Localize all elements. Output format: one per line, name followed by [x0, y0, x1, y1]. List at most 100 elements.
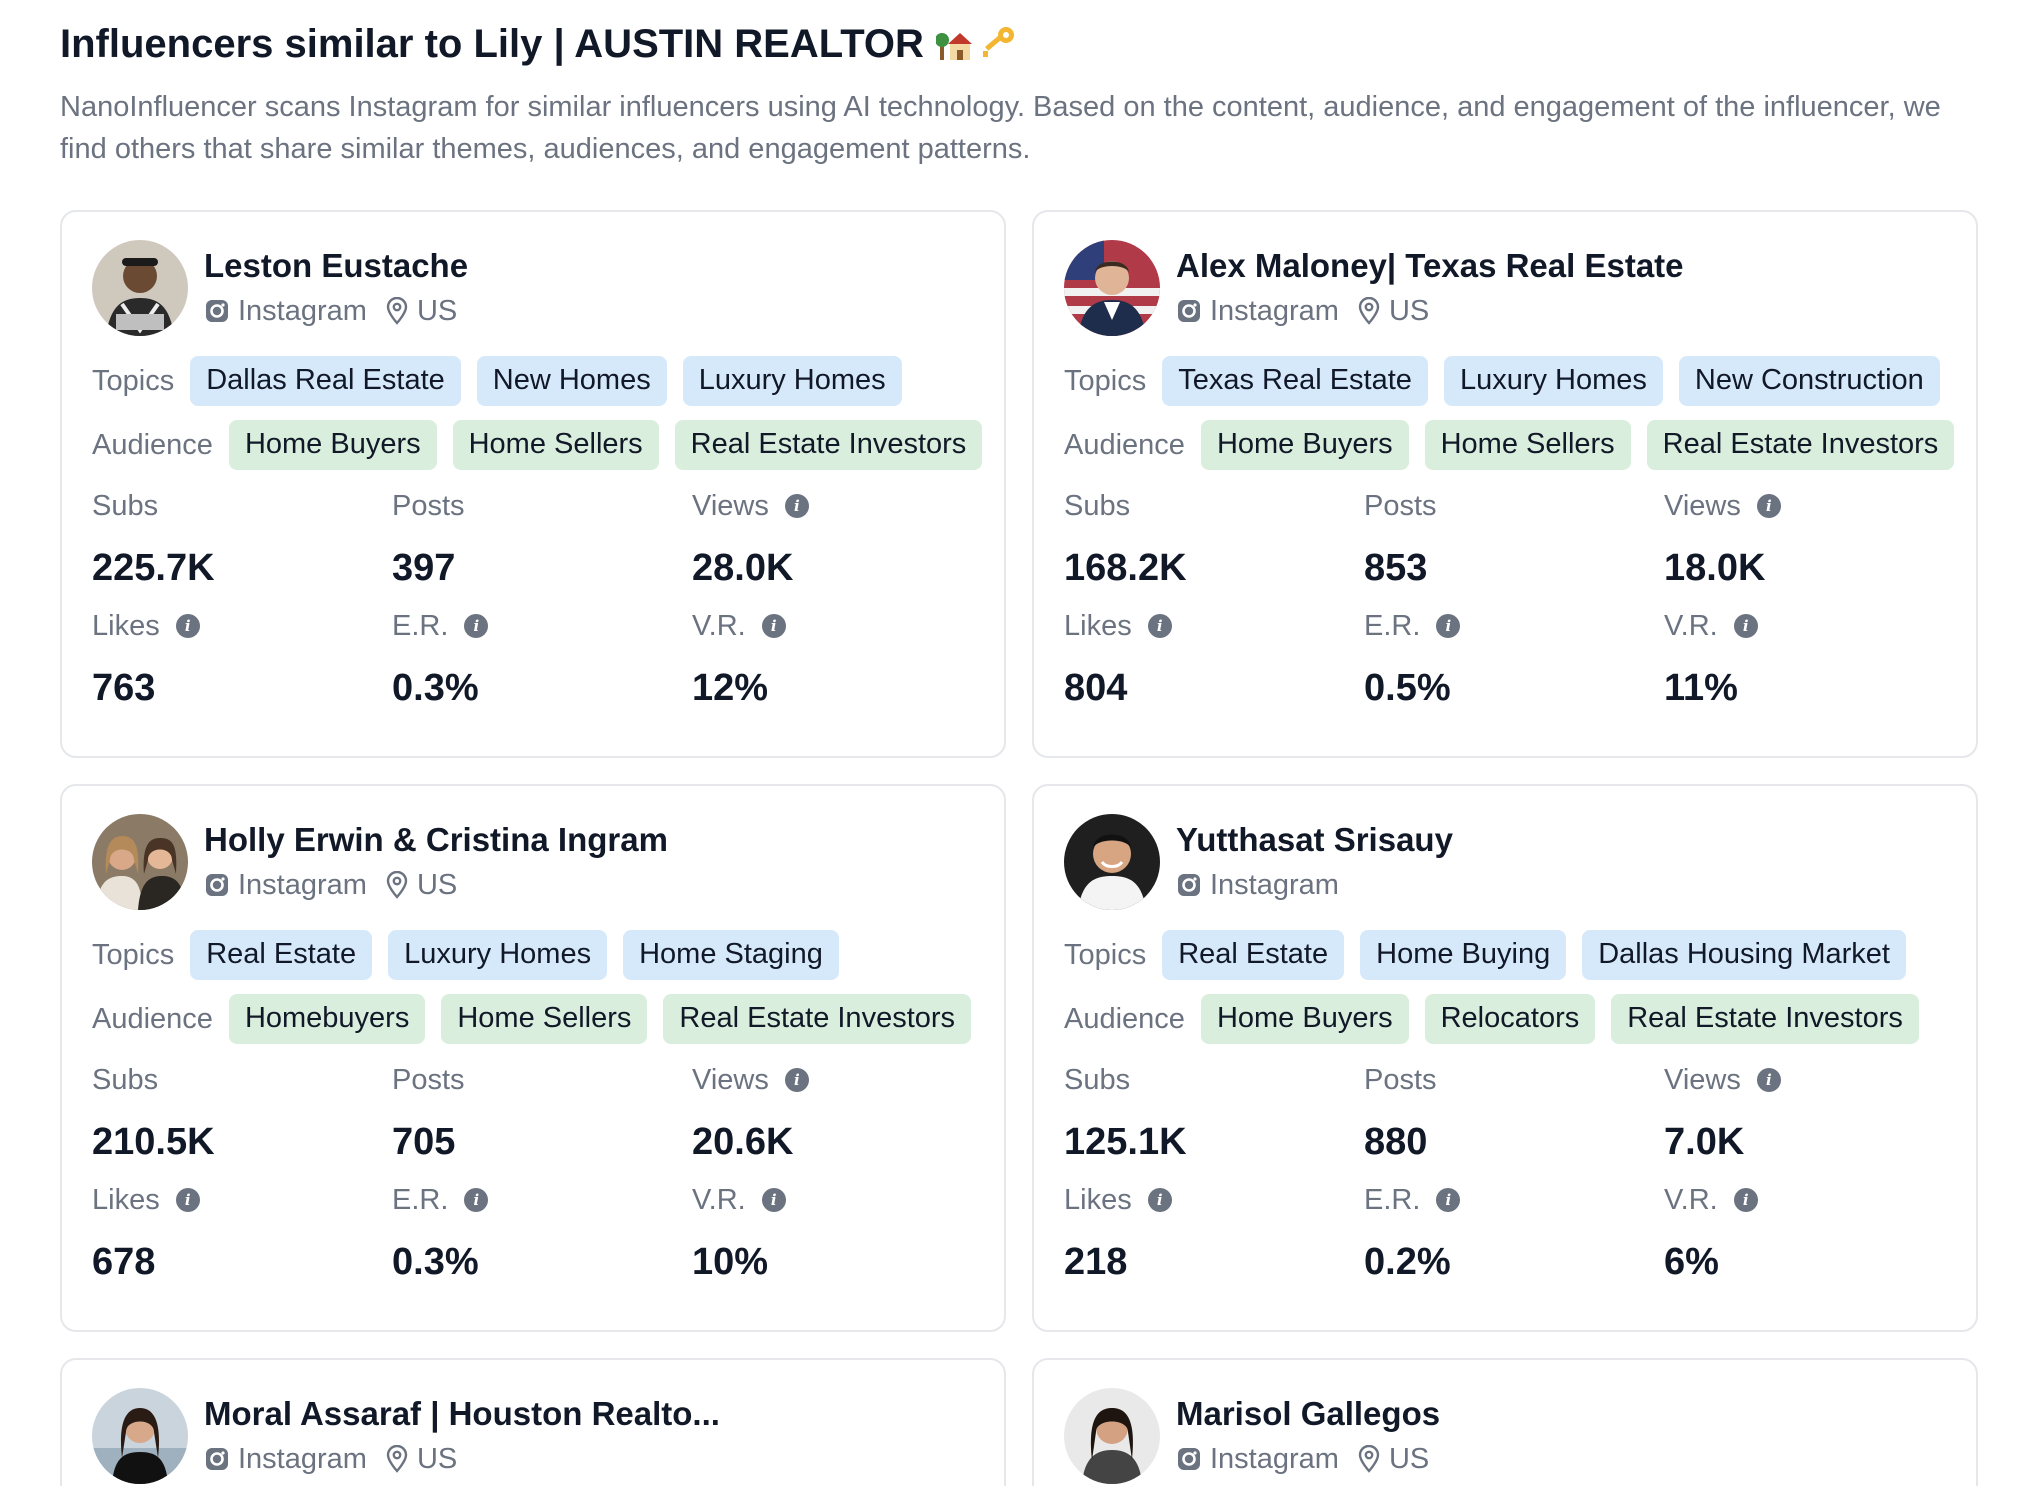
stat-likes: Likes i 804 — [1064, 606, 1364, 726]
audience-chip[interactable]: Real Estate Investors — [1646, 420, 1955, 470]
info-icon[interactable]: i — [784, 494, 809, 518]
stat-value: 0.5% — [1364, 667, 1451, 709]
audience-chip[interactable]: Real Estate Investors — [663, 994, 972, 1044]
influencer-name[interactable]: Leston Eustache — [204, 247, 469, 284]
influencer-card[interactable]: Holly Erwin & Cristina Ingram Instagram — [60, 784, 1006, 1332]
stat-label: Subs — [1064, 1064, 1131, 1096]
topic-chip[interactable]: Dallas Housing Market — [1582, 930, 1906, 980]
topic-chip[interactable]: New Construction — [1678, 356, 1940, 406]
info-icon[interactable]: i — [1147, 1188, 1172, 1212]
audience-row: Audience Home Buyers Relocators Real Est… — [1064, 994, 1946, 1044]
stat-label: Likes — [1064, 610, 1132, 642]
info-icon[interactable]: i — [175, 1188, 200, 1212]
page-title: Influencers similar to Lily | AUSTIN REA… — [60, 16, 1980, 72]
topic-chip[interactable]: Home Buying — [1360, 930, 1567, 980]
stat-value: 210.5K — [92, 1121, 215, 1163]
stat-er: E.R. i 0.5% — [1364, 606, 1664, 726]
stat-value: 0.2% — [1364, 1241, 1451, 1283]
location: US — [385, 290, 457, 332]
stat-views: Views i 20.6K — [692, 1060, 992, 1180]
avatar[interactable] — [1064, 1388, 1160, 1484]
info-icon[interactable]: i — [784, 1068, 809, 1092]
location-pin-icon — [386, 871, 408, 899]
page-title-text: Influencers similar to Lily | AUSTIN REA… — [60, 22, 924, 66]
topics-label: Topics — [92, 938, 175, 971]
card-header: Alex Maloney| Texas Real Estate Instagra… — [1064, 240, 1946, 336]
topic-chip[interactable]: Luxury Homes — [1443, 356, 1663, 406]
audience-chip[interactable]: Homebuyers — [228, 994, 426, 1044]
topic-chip[interactable]: Real Estate — [1162, 930, 1345, 980]
topic-chip[interactable]: Luxury Homes — [388, 930, 608, 980]
influencer-name[interactable]: Alex Maloney| Texas Real Estate — [1176, 247, 1684, 284]
influencer-name[interactable]: Yutthasat Srisauy — [1176, 821, 1453, 858]
topic-chip[interactable]: Home Staging — [623, 930, 839, 980]
stat-value: 218 — [1064, 1241, 1128, 1283]
platform-label: Instagram — [1210, 1443, 1339, 1475]
stat-value: 880 — [1364, 1121, 1428, 1163]
stat-vr: V.R. i 10% — [692, 1180, 992, 1300]
stat-er: E.R. i 0.3% — [392, 1180, 692, 1300]
topic-chip[interactable]: Luxury Homes — [682, 356, 902, 406]
stat-vr: V.R. i 12% — [692, 606, 992, 726]
stat-value: 853 — [1364, 547, 1428, 589]
influencer-card[interactable]: Yutthasat Srisauy Instagram — [1032, 784, 1978, 1332]
card-header: Yutthasat Srisauy Instagram — [1064, 814, 1946, 910]
stat-value: 11% — [1664, 667, 1738, 709]
info-icon[interactable]: i — [1147, 614, 1172, 638]
influencer-name[interactable]: Marisol Gallegos — [1176, 1395, 1441, 1432]
stat-value: 10% — [692, 1241, 769, 1283]
instagram-icon — [1178, 874, 1200, 896]
topic-chip[interactable]: Real Estate — [190, 930, 373, 980]
stat-label: E.R. — [1364, 610, 1421, 642]
audience-chip[interactable]: Relocators — [1424, 994, 1596, 1044]
stat-posts: Posts 880 — [1364, 1060, 1664, 1180]
info-icon[interactable]: i — [1733, 614, 1758, 638]
stat-label: E.R. — [392, 610, 449, 642]
location-pin-icon — [1358, 297, 1380, 325]
audience-chip[interactable]: Home Sellers — [1424, 420, 1631, 470]
avatar[interactable] — [92, 240, 188, 336]
stat-label: Likes — [92, 1184, 160, 1216]
audience-chip[interactable]: Home Buyers — [1200, 420, 1409, 470]
avatar[interactable] — [1064, 814, 1160, 910]
info-icon[interactable]: i — [761, 614, 786, 638]
info-icon[interactable]: i — [1436, 1188, 1461, 1212]
avatar[interactable] — [92, 814, 188, 910]
stat-likes: Likes i 218 — [1064, 1180, 1364, 1300]
platform-label: Instagram — [1210, 295, 1339, 327]
info-icon[interactable]: i — [464, 614, 489, 638]
info-icon[interactable]: i — [761, 1188, 786, 1212]
stat-label: Likes — [1064, 1184, 1132, 1216]
info-icon[interactable]: i — [464, 1188, 489, 1212]
influencer-card[interactable]: Moral Assaraf | Houston Realto... Instag… — [60, 1358, 1006, 1486]
info-icon[interactable]: i — [1436, 614, 1461, 638]
stat-likes: Likes i 678 — [92, 1180, 392, 1300]
influencer-name[interactable]: Moral Assaraf | Houston Realto... — [204, 1395, 720, 1432]
influencer-card[interactable]: Marisol Gallegos Instagram — [1032, 1358, 1978, 1486]
topic-chip[interactable]: Dallas Real Estate — [190, 356, 461, 406]
audience-chip[interactable]: Home Sellers — [441, 994, 648, 1044]
location-label: US — [416, 1443, 458, 1475]
influencer-card[interactable]: Alex Maloney| Texas Real Estate Instagra… — [1032, 210, 1978, 758]
stat-label: E.R. — [1364, 1184, 1421, 1216]
topic-chip[interactable]: New Homes — [476, 356, 667, 406]
audience-chip[interactable]: Home Buyers — [1200, 994, 1409, 1044]
avatar[interactable] — [92, 1388, 188, 1484]
influencer-name[interactable]: Holly Erwin & Cristina Ingram — [204, 821, 668, 858]
info-icon[interactable]: i — [1756, 1068, 1781, 1092]
stat-label: V.R. — [692, 610, 746, 642]
audience-chip[interactable]: Real Estate Investors — [1611, 994, 1919, 1044]
info-icon[interactable]: i — [175, 614, 200, 638]
audience-chip[interactable]: Home Buyers — [228, 420, 437, 470]
influencer-card[interactable]: Leston Eustache Instagram — [60, 210, 1006, 758]
instagram-icon — [1178, 300, 1200, 322]
audience-chip[interactable]: Real Estate Investors — [674, 420, 983, 470]
topic-chip[interactable]: Texas Real Estate — [1162, 356, 1428, 406]
avatar[interactable] — [1064, 240, 1160, 336]
info-icon[interactable]: i — [1733, 1188, 1758, 1212]
card-header: Marisol Gallegos Instagram — [1064, 1388, 1946, 1484]
audience-chip[interactable]: Home Sellers — [452, 420, 659, 470]
info-icon[interactable]: i — [1756, 494, 1781, 518]
location: US — [385, 1438, 457, 1480]
stat-label: Likes — [92, 610, 160, 642]
